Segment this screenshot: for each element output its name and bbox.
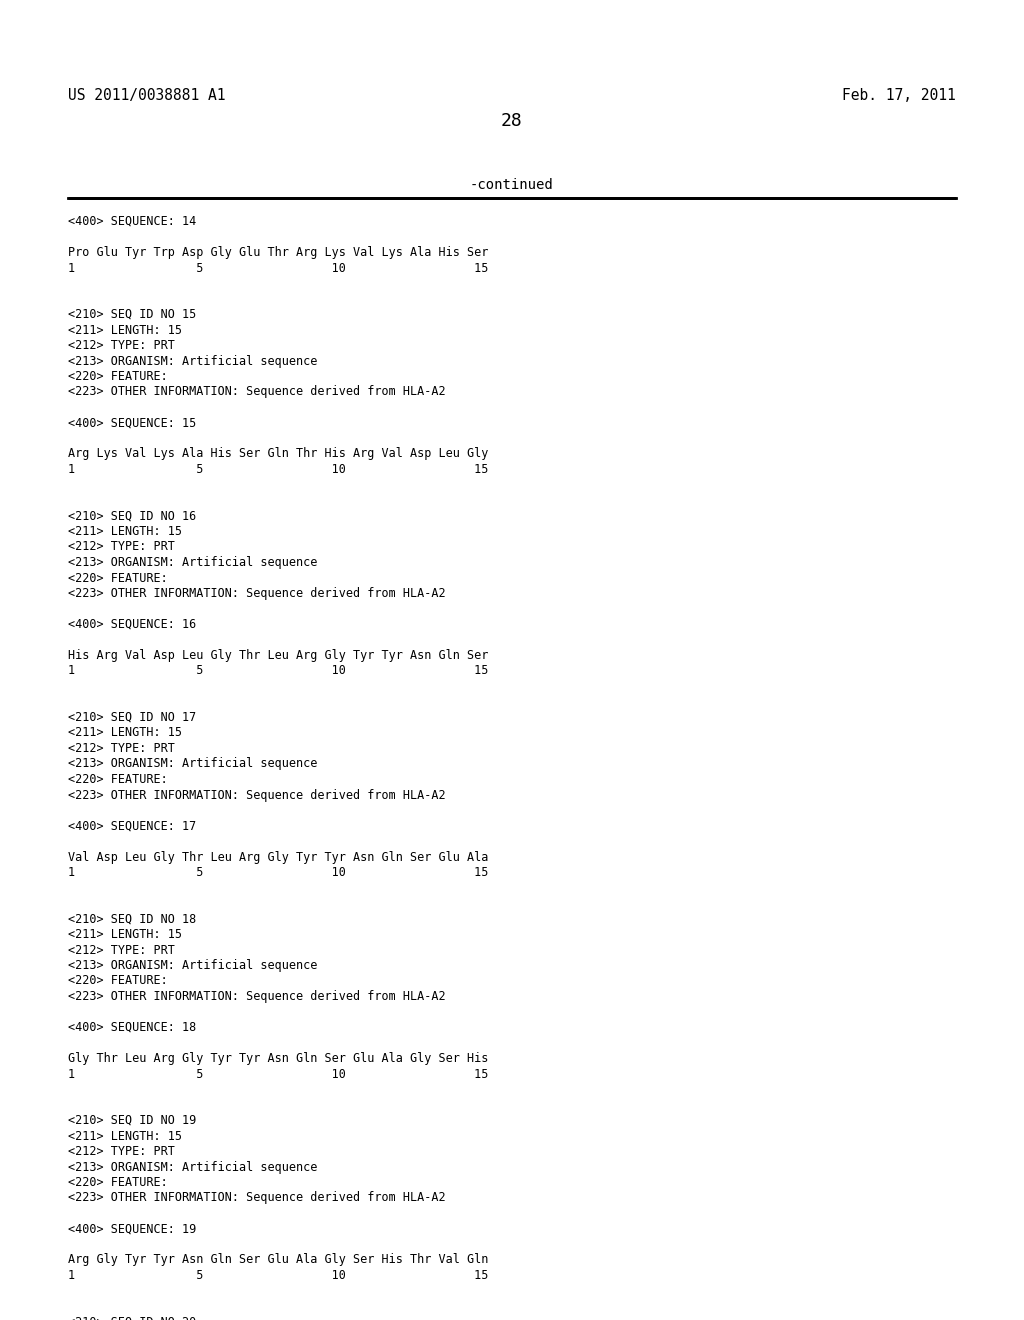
Text: <220> FEATURE:: <220> FEATURE: — [68, 1176, 168, 1189]
Text: <210> SEQ ID NO 15: <210> SEQ ID NO 15 — [68, 308, 197, 321]
Text: <212> TYPE: PRT: <212> TYPE: PRT — [68, 944, 175, 957]
Text: <210> SEQ ID NO 17: <210> SEQ ID NO 17 — [68, 711, 197, 723]
Text: <213> ORGANISM: Artificial sequence: <213> ORGANISM: Artificial sequence — [68, 355, 317, 367]
Text: <212> TYPE: PRT: <212> TYPE: PRT — [68, 742, 175, 755]
Text: <400> SEQUENCE: 17: <400> SEQUENCE: 17 — [68, 820, 197, 833]
Text: <400> SEQUENCE: 14: <400> SEQUENCE: 14 — [68, 215, 197, 228]
Text: <211> LENGTH: 15: <211> LENGTH: 15 — [68, 726, 182, 739]
Text: <400> SEQUENCE: 19: <400> SEQUENCE: 19 — [68, 1222, 197, 1236]
Text: His Arg Val Asp Leu Gly Thr Leu Arg Gly Tyr Tyr Asn Gln Ser: His Arg Val Asp Leu Gly Thr Leu Arg Gly … — [68, 649, 488, 663]
Text: <220> FEATURE:: <220> FEATURE: — [68, 370, 168, 383]
Text: <400> SEQUENCE: 16: <400> SEQUENCE: 16 — [68, 618, 197, 631]
Text: <223> OTHER INFORMATION: Sequence derived from HLA-A2: <223> OTHER INFORMATION: Sequence derive… — [68, 587, 445, 601]
Text: 1                 5                  10                  15: 1 5 10 15 — [68, 1068, 488, 1081]
Text: <400> SEQUENCE: 18: <400> SEQUENCE: 18 — [68, 1020, 197, 1034]
Text: <212> TYPE: PRT: <212> TYPE: PRT — [68, 339, 175, 352]
Text: <220> FEATURE:: <220> FEATURE: — [68, 774, 168, 785]
Text: Pro Glu Tyr Trp Asp Gly Glu Thr Arg Lys Val Lys Ala His Ser: Pro Glu Tyr Trp Asp Gly Glu Thr Arg Lys … — [68, 246, 488, 259]
Text: Feb. 17, 2011: Feb. 17, 2011 — [843, 88, 956, 103]
Text: <210> SEQ ID NO 19: <210> SEQ ID NO 19 — [68, 1114, 197, 1127]
Text: <223> OTHER INFORMATION: Sequence derived from HLA-A2: <223> OTHER INFORMATION: Sequence derive… — [68, 990, 445, 1003]
Text: <223> OTHER INFORMATION: Sequence derived from HLA-A2: <223> OTHER INFORMATION: Sequence derive… — [68, 1192, 445, 1204]
Text: Val Asp Leu Gly Thr Leu Arg Gly Tyr Tyr Asn Gln Ser Glu Ala: Val Asp Leu Gly Thr Leu Arg Gly Tyr Tyr … — [68, 850, 488, 863]
Text: <223> OTHER INFORMATION: Sequence derived from HLA-A2: <223> OTHER INFORMATION: Sequence derive… — [68, 385, 445, 399]
Text: <213> ORGANISM: Artificial sequence: <213> ORGANISM: Artificial sequence — [68, 1160, 317, 1173]
Text: <211> LENGTH: 15: <211> LENGTH: 15 — [68, 323, 182, 337]
Text: <210> SEQ ID NO 20: <210> SEQ ID NO 20 — [68, 1316, 197, 1320]
Text: <223> OTHER INFORMATION: Sequence derived from HLA-A2: <223> OTHER INFORMATION: Sequence derive… — [68, 788, 445, 801]
Text: <212> TYPE: PRT: <212> TYPE: PRT — [68, 540, 175, 553]
Text: 1                 5                  10                  15: 1 5 10 15 — [68, 463, 488, 477]
Text: 1                 5                  10                  15: 1 5 10 15 — [68, 664, 488, 677]
Text: <210> SEQ ID NO 16: <210> SEQ ID NO 16 — [68, 510, 197, 523]
Text: <213> ORGANISM: Artificial sequence: <213> ORGANISM: Artificial sequence — [68, 556, 317, 569]
Text: <211> LENGTH: 15: <211> LENGTH: 15 — [68, 1130, 182, 1143]
Text: Arg Lys Val Lys Ala His Ser Gln Thr His Arg Val Asp Leu Gly: Arg Lys Val Lys Ala His Ser Gln Thr His … — [68, 447, 488, 461]
Text: <220> FEATURE:: <220> FEATURE: — [68, 974, 168, 987]
Text: <213> ORGANISM: Artificial sequence: <213> ORGANISM: Artificial sequence — [68, 960, 317, 972]
Text: <213> ORGANISM: Artificial sequence: <213> ORGANISM: Artificial sequence — [68, 758, 317, 771]
Text: 1                 5                  10                  15: 1 5 10 15 — [68, 866, 488, 879]
Text: 1                 5                  10                  15: 1 5 10 15 — [68, 1269, 488, 1282]
Text: 28: 28 — [501, 112, 523, 129]
Text: <211> LENGTH: 15: <211> LENGTH: 15 — [68, 525, 182, 539]
Text: -continued: -continued — [470, 178, 554, 191]
Text: <400> SEQUENCE: 15: <400> SEQUENCE: 15 — [68, 417, 197, 429]
Text: <212> TYPE: PRT: <212> TYPE: PRT — [68, 1144, 175, 1158]
Text: <210> SEQ ID NO 18: <210> SEQ ID NO 18 — [68, 912, 197, 925]
Text: 1                 5                  10                  15: 1 5 10 15 — [68, 261, 488, 275]
Text: Arg Gly Tyr Tyr Asn Gln Ser Glu Ala Gly Ser His Thr Val Gln: Arg Gly Tyr Tyr Asn Gln Ser Glu Ala Gly … — [68, 1254, 488, 1266]
Text: Gly Thr Leu Arg Gly Tyr Tyr Asn Gln Ser Glu Ala Gly Ser His: Gly Thr Leu Arg Gly Tyr Tyr Asn Gln Ser … — [68, 1052, 488, 1065]
Text: US 2011/0038881 A1: US 2011/0038881 A1 — [68, 88, 225, 103]
Text: <220> FEATURE:: <220> FEATURE: — [68, 572, 168, 585]
Text: <211> LENGTH: 15: <211> LENGTH: 15 — [68, 928, 182, 941]
